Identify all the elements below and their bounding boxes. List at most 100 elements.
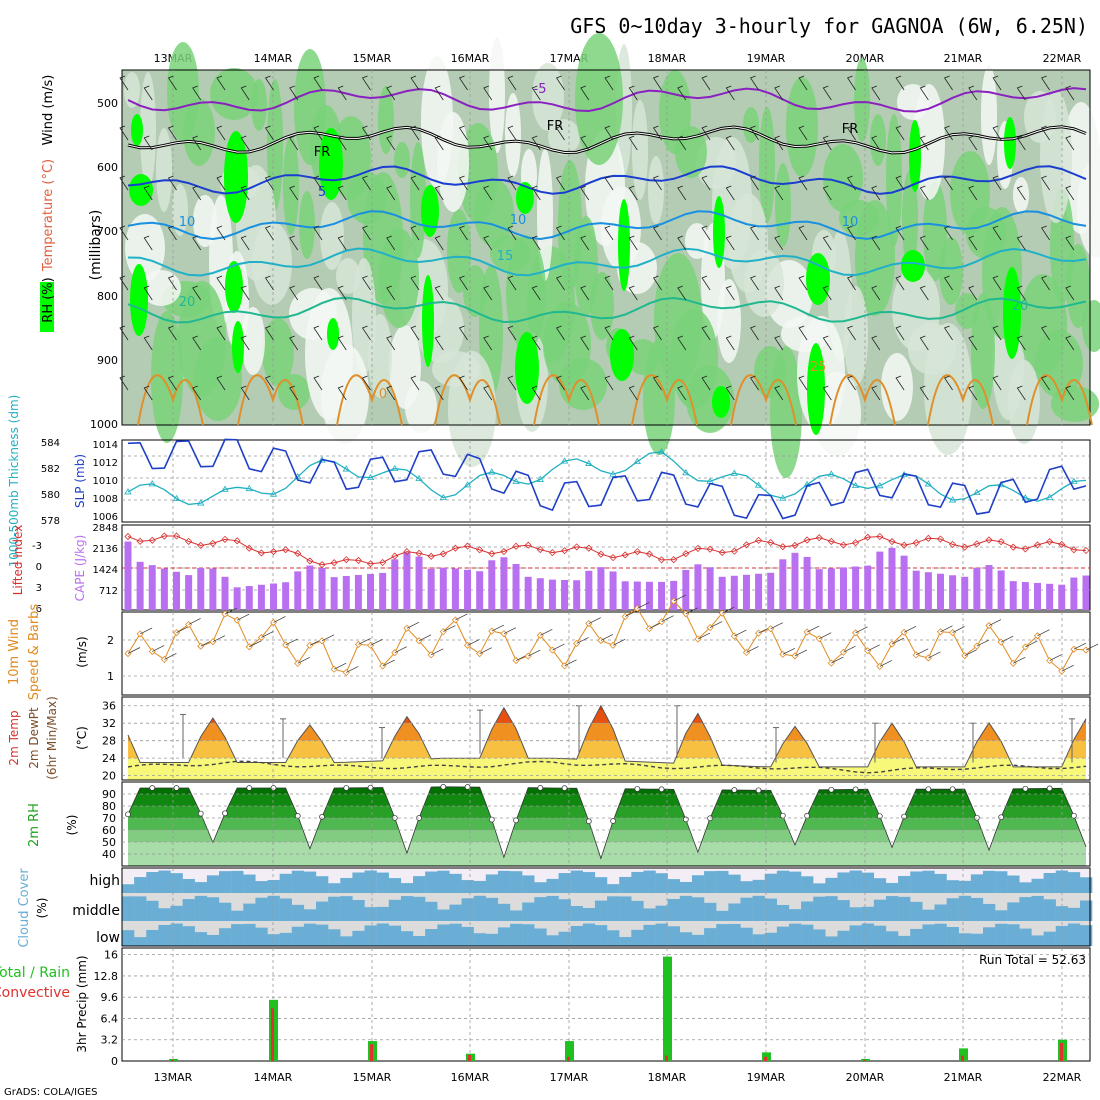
run-total-label: Run Total = 52.63 [979, 953, 1086, 967]
cloud-cover-bar [485, 874, 499, 893]
upper-wind-barb [531, 285, 541, 301]
thickness-point [148, 480, 156, 487]
upper-wind-barb [725, 335, 735, 351]
cloud-cover-bar [122, 884, 135, 893]
cloud-cover-bar [922, 870, 935, 893]
rh-point [634, 786, 641, 792]
cape-bar [330, 577, 338, 610]
lifted-index-point [924, 534, 932, 542]
cloud-cover-bar [1031, 878, 1044, 893]
upper-wind-barb [725, 235, 735, 251]
cape-bar [949, 575, 957, 610]
cape-bar [706, 567, 714, 610]
precip-tick-label: 16 [104, 949, 118, 962]
temperature-tick-label: 20 [102, 770, 116, 783]
cloud-cover-bar [534, 928, 547, 946]
cloud-cover-bar [946, 880, 959, 893]
cape-bar [864, 565, 872, 610]
cape-bar [961, 576, 969, 610]
cloud-cover-bar [328, 929, 341, 946]
lifted-index-point [585, 544, 593, 552]
upper-wind-barb [555, 375, 565, 391]
rh-cell [770, 346, 802, 478]
thickness-point [657, 448, 666, 455]
upper-wind-barb [968, 185, 978, 201]
rh-cell [379, 228, 419, 328]
upper-wind-barb [434, 185, 444, 201]
upper-wind-barb [749, 175, 759, 191]
lifted-index-point [864, 533, 872, 541]
upper-wind-barb [798, 325, 808, 341]
upper-wind-barb [846, 225, 856, 241]
rh-legend-swatch [40, 282, 54, 332]
surface-wind-barb [794, 649, 808, 657]
cape-bar [415, 556, 423, 610]
isotherm-label: FR [314, 145, 331, 160]
surface-wind-barb [418, 634, 432, 642]
cape-bar [633, 581, 641, 610]
rh-cell [299, 191, 315, 259]
cloud-cover-bar [255, 881, 268, 893]
lifted-index-point [742, 541, 751, 549]
cloud-cover-bar [825, 877, 838, 893]
cloud-cover-bar [340, 936, 353, 946]
cape-bar [306, 565, 314, 610]
rh-cell [410, 142, 426, 258]
cloud-cover-bar [946, 898, 959, 921]
cloud-cover-bar [437, 924, 450, 946]
surface-wind-barb [819, 632, 832, 640]
surface-wind-barb [212, 635, 226, 643]
rh-point [319, 814, 325, 820]
cloud-cover-bar [801, 901, 814, 921]
rh-saturated-cell [327, 318, 339, 350]
thickness-point [463, 481, 472, 488]
precip-convective-bar [863, 1059, 866, 1061]
upper-wind-barb [604, 325, 614, 341]
cloud-cover-bar [728, 923, 741, 946]
upper-wind-barb [968, 235, 978, 251]
isotherm-label: 10 [510, 213, 527, 228]
date-label-top: 21MAR [944, 52, 983, 65]
cloud-cover-bar [764, 932, 778, 946]
cloud-cover-bar [255, 927, 268, 946]
rh-axis-label: 2m RH [27, 803, 42, 847]
upper-wind-barb [386, 185, 396, 201]
upper-wind-barb [192, 135, 202, 151]
date-label-top: 17MAR [550, 52, 589, 65]
cloud-cover-bar [425, 871, 438, 893]
lifted-index-tick-label: 0 [36, 562, 42, 573]
upper-wind-barb [701, 75, 711, 91]
lifted-index-point [827, 537, 835, 545]
upper-wind-barb [240, 185, 250, 201]
cloud-cover-bar [170, 873, 183, 893]
cloud-cover-bar [413, 935, 426, 946]
cloud-cover-bar [473, 895, 486, 921]
rh-point [440, 783, 447, 790]
upper-wind-barb [968, 85, 978, 101]
cloud-cover-bar [1007, 924, 1020, 946]
upper-wind-barb [192, 335, 202, 351]
upper-wind-barb [289, 135, 299, 151]
surface-wind-barb [661, 615, 674, 623]
rh-point [876, 813, 883, 820]
cloud-cover-bar [982, 927, 996, 946]
upper-wind-barb [483, 135, 493, 151]
upper-wind-barb [652, 275, 662, 291]
cloud-cover-bar [461, 880, 474, 893]
temperature-band [128, 740, 1086, 759]
surface-wind-barb [127, 647, 141, 654]
upper-wind-barb [628, 235, 638, 251]
cloud-cover-bar [546, 895, 559, 921]
rh-cell [939, 237, 963, 305]
cloud-cover-bar [1031, 935, 1044, 946]
upper-wind-barb [386, 335, 396, 351]
rh-saturated-cell [712, 386, 730, 418]
cloud-cover-bar [898, 876, 911, 893]
surface-wind-barb [164, 653, 177, 660]
surface-wind-barb [879, 660, 893, 667]
precipitation-panel: 16 12.8 9.6 6.4 3.2 0 Run Total = 52.63 Total /… [0, 947, 1091, 1068]
upper-wind-barb [555, 75, 565, 91]
upper-wind-barb [361, 325, 371, 341]
upper-wind-barb [313, 75, 323, 91]
rh-band [128, 806, 1086, 818]
